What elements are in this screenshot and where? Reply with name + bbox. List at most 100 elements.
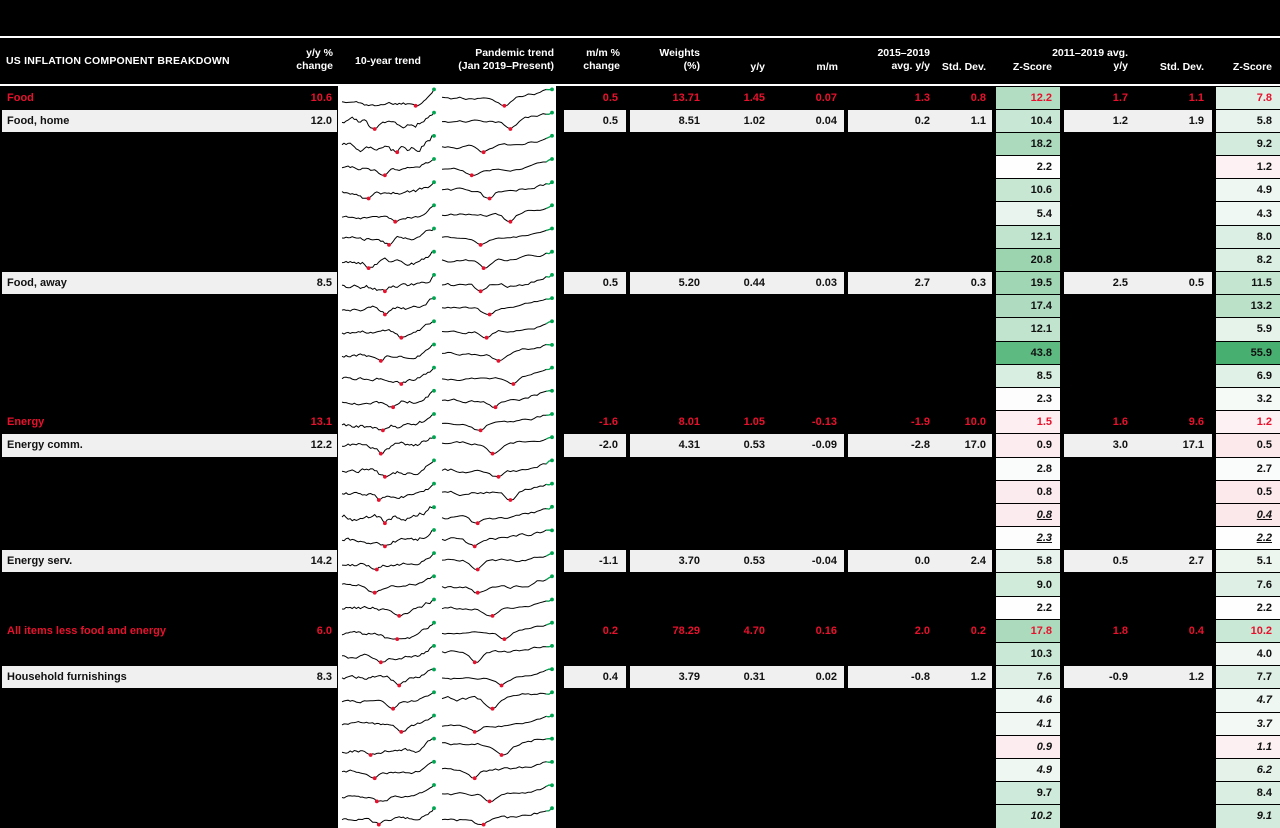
sparkline-10-year-trend [341,759,436,781]
min-marker-dot [374,799,379,804]
sparkline-10-year-trend [341,273,436,294]
cell-z1-score: 12.1 [996,225,1060,248]
sparkline-pandemic-trend [441,296,554,317]
col-header-line: (Jan 2019–Present) [458,60,554,72]
cell-z1-score: 4.6 [996,689,1060,712]
col-header-weights: Weights (%) [630,47,700,73]
sparkline-10-year-trend [341,342,436,363]
min-marker-dot [391,706,395,711]
cell-avg1: 2.7 [848,272,940,295]
latest-marker-dot [550,481,554,486]
min-marker-dot [383,544,387,549]
cell-yy-c: 4.70 [743,624,765,637]
table-row-redacted: 10.3 4.0 [0,643,1280,666]
cell-z2-score: 3.7 [1216,712,1280,735]
col-header-yy-contribution: y/y [750,61,765,73]
latest-marker-dot [550,690,554,695]
latest-marker-dot [432,110,436,115]
sparkline-pandemic-trend [441,365,554,386]
sparkline-pandemic-trend [441,481,554,502]
col-header-2015-2019-avg: 2015–2019 avg. y/y [838,47,930,73]
cell-yy-c: 0.44 [714,272,779,295]
cell-yy: 8.3 [280,666,337,689]
sparkline-pandemic-trend [441,249,554,270]
min-marker-dot [372,776,377,781]
min-marker-dot [472,660,477,665]
latest-marker-dot [432,87,436,92]
sparkline-10-year-trend [341,690,436,711]
cell-z2-score: 5.9 [1216,318,1280,341]
sparkline-pandemic-trend [441,620,554,641]
min-marker-dot [475,567,480,572]
cell-yy-c: 1.02 [714,109,779,132]
sparkline-10-year-trend [341,620,436,641]
sparkline-10-year-trend [341,528,436,549]
min-marker-dot [487,799,492,804]
cell-avg2: 0.5 [1064,550,1140,573]
col-header-pandemic-trend: Pandemic trend (Jan 2019–Present) [426,47,554,73]
cell-std2: 1.1 [1188,91,1204,104]
sparkline-pandemic-trend [441,110,554,131]
cell-weight: 13.71 [672,91,700,104]
cell-z2-score: 5.1 [1216,550,1280,573]
sparkline-10-year-trend [341,226,436,247]
min-marker-dot [381,428,385,433]
table-row: Energy comm. 12.2 -2.0 4.31 0.53 -0.09 -2.8 17.… [0,434,1280,457]
cell-avg2: 3.0 [1064,434,1140,457]
min-marker-dot [490,614,495,618]
cell-weight: 3.79 [630,666,714,689]
latest-marker-dot [550,343,554,347]
latest-marker-dot [550,551,554,555]
cell-z1-score: 0.9 [996,735,1060,758]
min-marker-dot [395,637,400,641]
table-row: Energy 13.1 -1.6 8.01 1.05 -0.13 -1.9 10.0 1.6 9.… [0,411,1280,434]
sparkline-10-year-trend [341,203,436,224]
cell-z2-score: 9.1 [1216,805,1280,828]
cell-z1-score: 12.1 [996,318,1060,341]
cell-z2-score: 6.9 [1216,364,1280,387]
cell-z2-score: 7.8 [1216,86,1280,109]
min-marker-dot [391,405,395,410]
min-marker-dot [475,590,480,595]
sparkline-pandemic-trend [441,574,554,595]
table-row-redacted: 0.9 1.1 [0,735,1280,758]
cell-z2-score: 13.2 [1216,295,1280,318]
cell-avg1: -2.8 [848,434,940,457]
cell-z1-score: 10.4 [996,109,1060,132]
sparkline-pandemic-trend [441,713,554,734]
min-marker-dot [393,219,398,224]
min-marker-dot [397,614,402,618]
latest-marker-dot [550,180,554,185]
cell-z1-score: 18.2 [996,132,1060,156]
latest-marker-dot [432,713,436,718]
sparkline-10-year-trend [341,388,436,410]
sparkline-pandemic-trend [441,157,554,178]
min-marker-dot [502,637,507,641]
min-marker-dot [397,683,402,688]
sparkline-pandemic-trend [441,319,554,340]
min-marker-dot [399,730,404,734]
sparkline-pandemic-trend [441,226,554,247]
cell-z2-score: 1.1 [1216,735,1280,758]
cell-mm-c: -0.04 [779,550,844,573]
latest-marker-dot [432,365,436,370]
min-marker-dot [378,660,383,665]
cell-yy: 13.1 [310,416,332,429]
cell-z1-score: 9.7 [996,782,1060,805]
latest-marker-dot [550,620,554,625]
latest-marker-dot [550,736,554,741]
col-header-z-score-1: Z-Score [1012,61,1052,73]
sparkline-pandemic-trend [441,412,554,433]
latest-marker-dot [432,806,436,811]
latest-marker-dot [432,388,436,393]
cell-std2: 2.7 [1140,550,1212,573]
cell-z2-score: 4.7 [1216,689,1280,712]
table-row: Food 10.6 0.5 13.71 1.45 0.07 1.3 0.8 1.7 1.1 12.2… [0,86,1280,109]
sparkline-pandemic-trend [441,343,554,363]
min-marker-dot [484,335,489,340]
min-marker-dot [478,243,483,247]
sparkline-10-year-trend [341,597,436,618]
col-header-line: 2011–2019 avg. [1052,47,1128,59]
cell-z1-score: 10.3 [996,643,1060,666]
cell-weight: 4.31 [630,434,714,457]
